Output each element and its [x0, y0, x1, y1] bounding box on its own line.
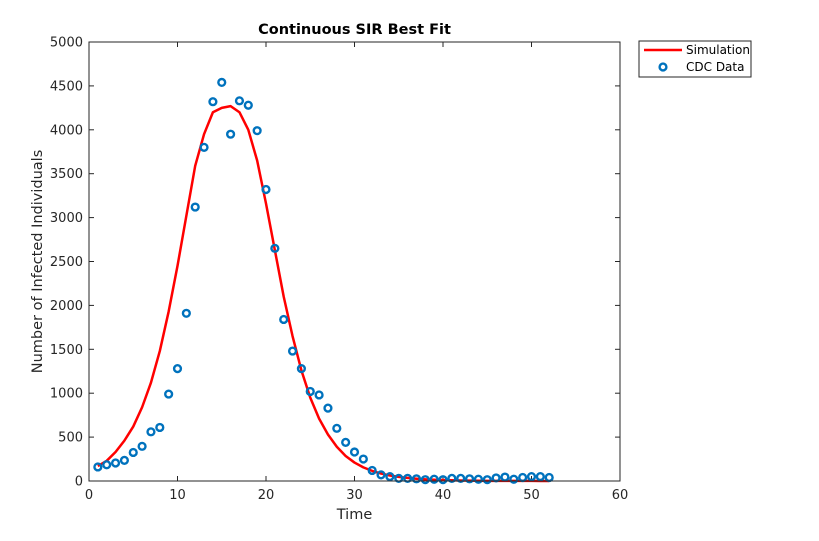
cdc-data-point	[155, 422, 165, 433]
cdc-data-point	[420, 475, 430, 485]
cdc-data-point	[226, 129, 236, 139]
cdc-data-point	[137, 441, 147, 451]
cdc-data-point	[172, 364, 183, 374]
cdc-data-point	[509, 474, 519, 484]
cdc-data-point	[429, 474, 439, 484]
cdc-data-point	[296, 364, 307, 374]
cdc-data-point	[110, 458, 121, 468]
cdc-data-point	[323, 403, 333, 413]
cdc-data-point	[119, 455, 130, 465]
cdc-data-point	[234, 96, 245, 106]
y-tick-label: 2000	[50, 299, 83, 314]
legend-box	[638, 40, 752, 78]
cdc-data-point	[190, 202, 200, 212]
cdc-data-point	[526, 472, 537, 482]
cdc-data-point	[164, 389, 174, 399]
cdc-data-point	[358, 454, 368, 464]
y-axis: 0 500 1000 1500 2000 2500 3000 3500 4000 4500 5000	[50, 36, 620, 490]
cdc-data-point	[261, 184, 271, 195]
x-tick-label: 60	[612, 488, 629, 503]
x-tick-label: 20	[258, 488, 275, 503]
cdc-data-point	[314, 390, 324, 400]
cdc-data-point	[287, 346, 298, 356]
x-axis: 0 10 20 30 40 50 60	[85, 42, 628, 503]
cdc-data-point	[456, 473, 466, 483]
cdc-data-point	[93, 462, 103, 472]
cdc-data-point	[102, 460, 112, 470]
cdc-data-point	[252, 126, 262, 136]
cdc-data-point	[208, 97, 218, 107]
cdc-data-point	[270, 243, 280, 253]
x-tick-label: 30	[346, 488, 363, 503]
y-tick-label: 1500	[50, 343, 83, 358]
y-tick-label: 2500	[50, 255, 83, 270]
cdc-data-point	[305, 386, 315, 397]
x-tick-label: 50	[523, 488, 540, 503]
cdc-data-point	[385, 472, 395, 482]
legend-simulation-label: Simulation	[686, 43, 750, 57]
cdc-data-point	[217, 77, 227, 87]
cdc-data-point	[447, 473, 457, 483]
cdc-data-point	[128, 447, 138, 458]
y-tick-label: 0	[75, 475, 83, 490]
y-tick-label: 500	[58, 431, 83, 446]
y-tick-label: 1000	[50, 387, 83, 402]
cdc-data-point	[349, 447, 360, 457]
cdc-data-point	[199, 142, 209, 152]
cdc-data-point	[367, 465, 377, 476]
cdc-data-point	[394, 473, 404, 483]
cdc-data-point	[403, 473, 413, 483]
plot-area	[89, 42, 620, 481]
legend-cdc-data-label: CDC Data	[686, 60, 744, 74]
plot-frame	[88, 41, 621, 482]
cdc-data-point	[438, 475, 448, 485]
cdc-data-point	[279, 314, 289, 325]
cdc-data-point	[482, 475, 492, 485]
y-tick-label: 5000	[50, 36, 83, 51]
x-tick-label: 0	[85, 488, 93, 503]
cdc-data-point	[341, 437, 351, 447]
cdc-data-point	[464, 474, 475, 484]
cdc-data-point	[411, 474, 422, 484]
cdc-data-point	[473, 474, 484, 484]
cdc-data-point	[181, 308, 191, 318]
cdc-data-point	[243, 100, 253, 110]
cdc-data-point	[500, 472, 510, 482]
y-tick-label: 4500	[50, 79, 83, 94]
y-tick-label: 3000	[50, 211, 83, 226]
cdc-data-point	[376, 470, 386, 480]
cdc-data-point	[146, 427, 156, 437]
cdc-data-point	[535, 472, 545, 482]
y-tick-label: 4000	[50, 123, 83, 138]
legend-cdc-data-swatch	[658, 62, 668, 72]
chart-title: Continuous SIR Best Fit	[258, 22, 451, 38]
y-axis-label: Number of Infected Individuals	[30, 150, 46, 374]
x-tick-label: 40	[435, 488, 452, 503]
cdc-data-point	[332, 423, 342, 433]
x-axis-label: Time	[336, 507, 373, 523]
legend: Simulation CDC Data	[638, 40, 752, 78]
y-tick-label: 3500	[50, 167, 83, 182]
x-tick-label: 10	[169, 488, 186, 503]
